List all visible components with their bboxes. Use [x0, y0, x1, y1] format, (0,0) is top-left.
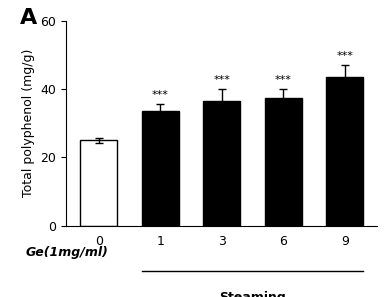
- Text: ***: ***: [152, 90, 169, 100]
- Text: ***: ***: [336, 51, 353, 61]
- Bar: [326, 77, 363, 226]
- Bar: [203, 101, 240, 226]
- Text: ***: ***: [213, 75, 230, 85]
- Y-axis label: Total polyphenol (mg/g): Total polyphenol (mg/g): [22, 49, 35, 198]
- Bar: [80, 140, 117, 226]
- Text: ***: ***: [275, 75, 292, 85]
- Text: A: A: [19, 9, 37, 29]
- Bar: [142, 111, 179, 226]
- Text: Steaming: Steaming: [219, 291, 286, 297]
- Bar: [265, 98, 302, 226]
- Text: Ge(1mg/ml): Ge(1mg/ml): [26, 246, 109, 259]
